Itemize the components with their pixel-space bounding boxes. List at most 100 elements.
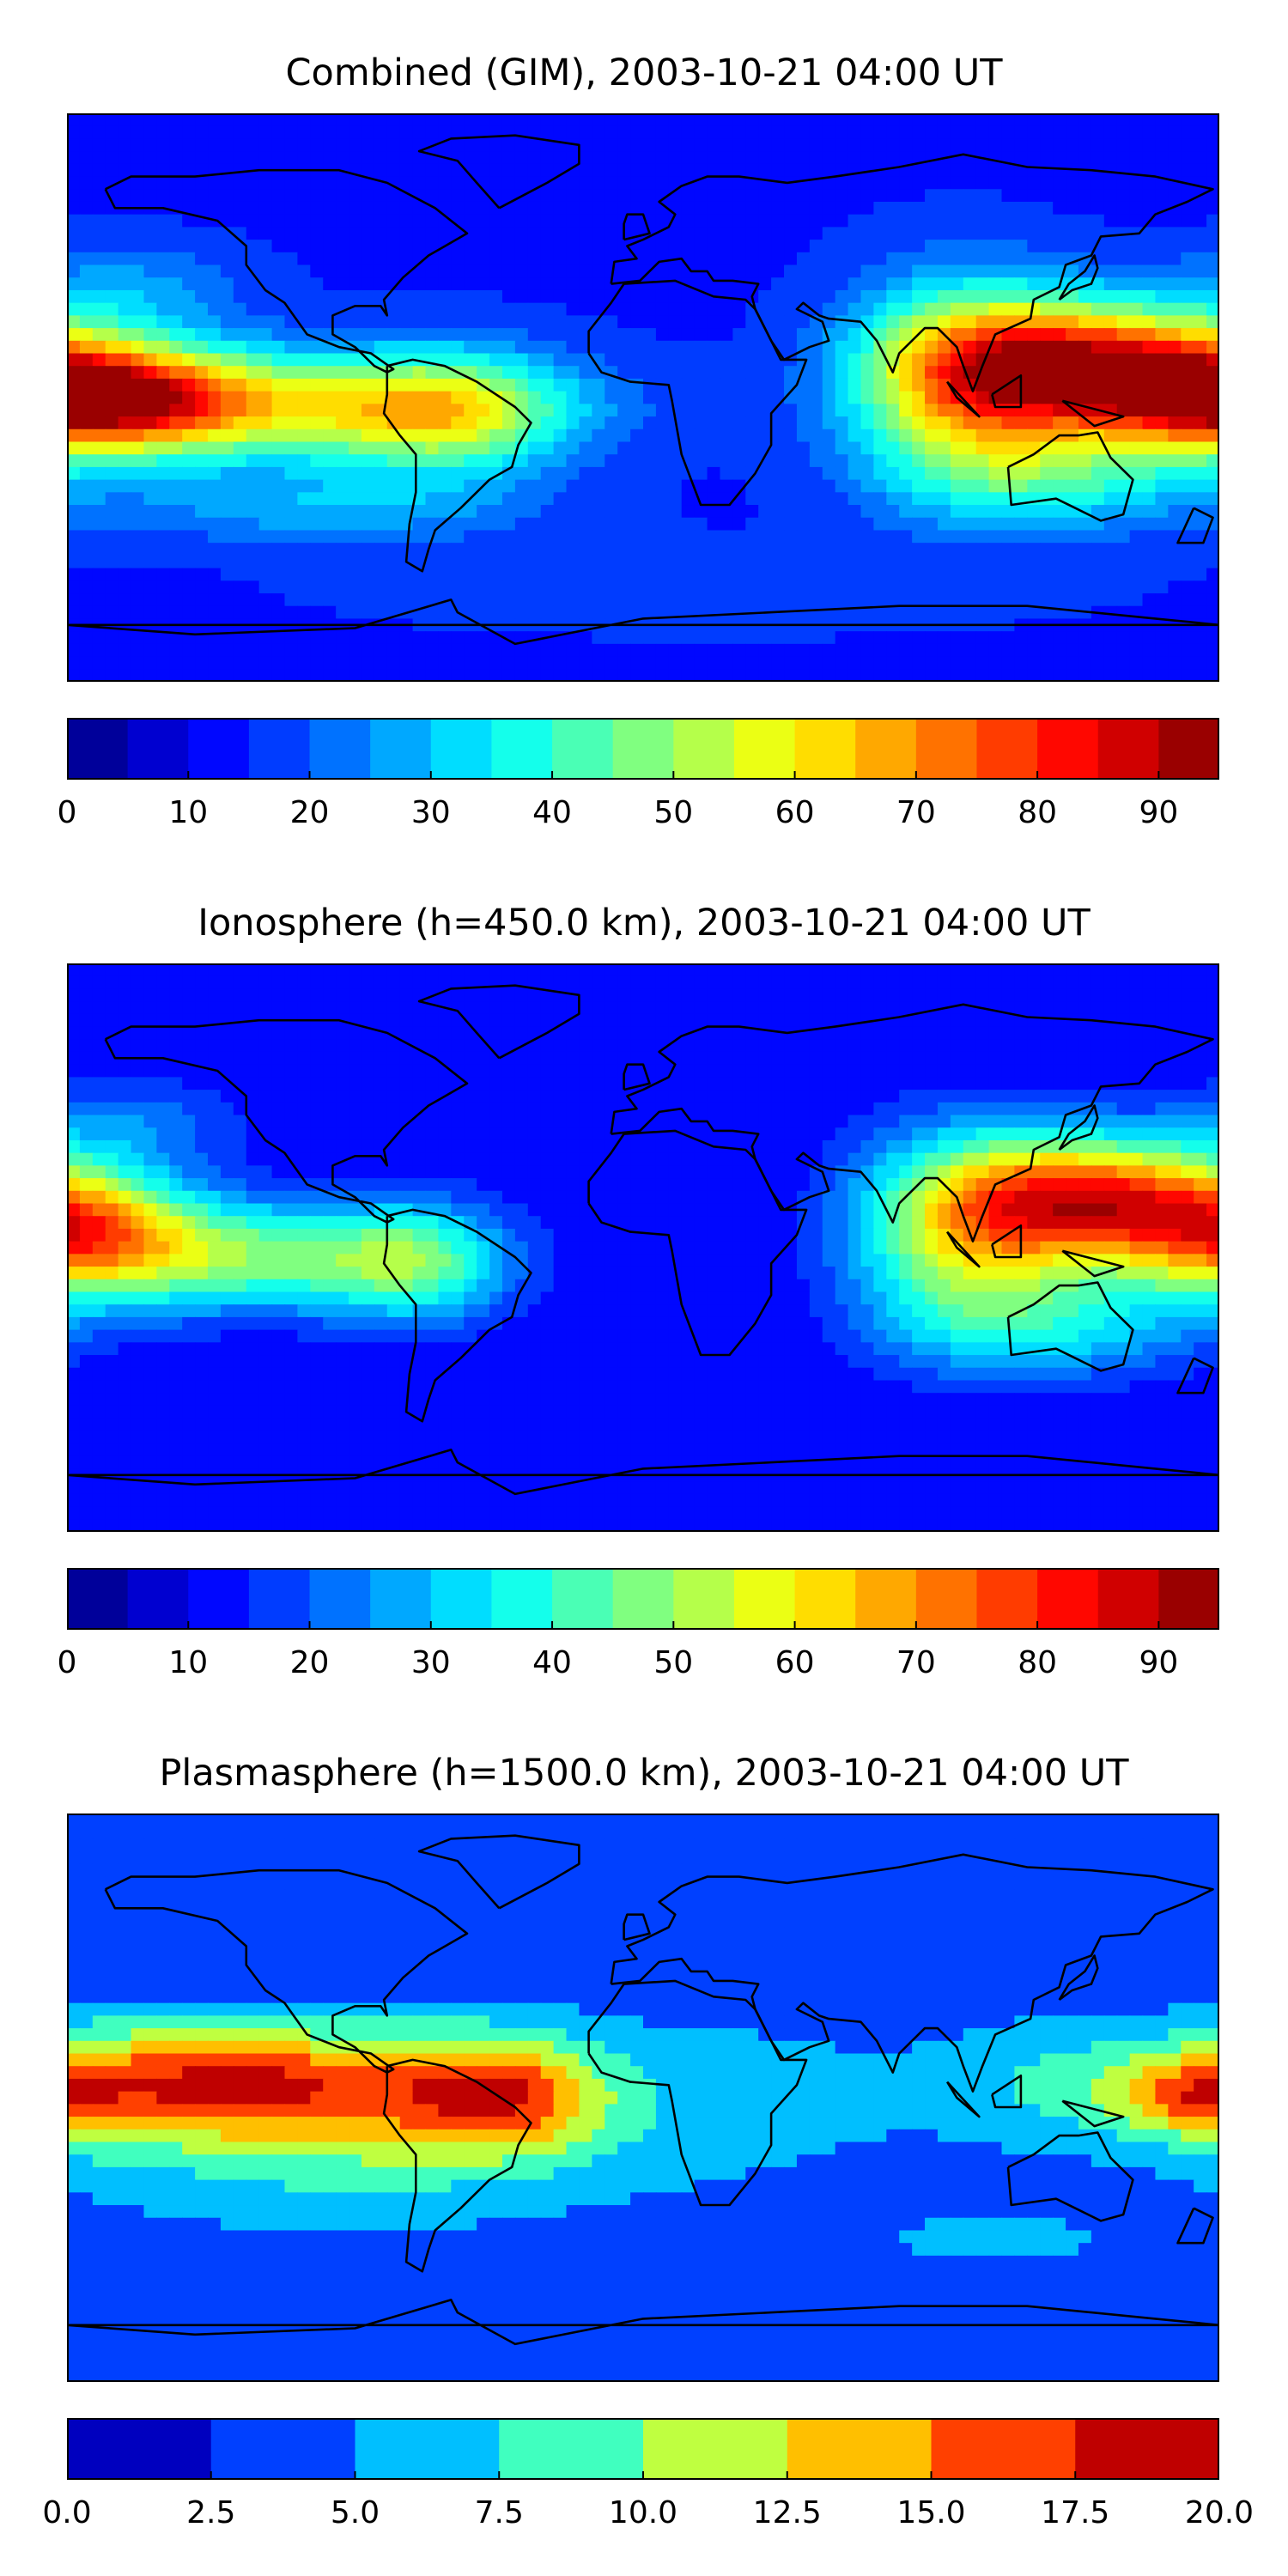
field-cell — [950, 240, 964, 253]
field-cell — [848, 328, 862, 342]
field-cell — [399, 328, 414, 342]
field-cell — [1014, 643, 1028, 658]
field-cell — [1091, 963, 1105, 977]
field-cell — [1142, 264, 1157, 278]
field-cell — [835, 340, 849, 355]
field-cell — [1206, 568, 1219, 581]
field-cell — [605, 568, 618, 581]
field-cell — [131, 492, 145, 506]
field-cell — [182, 605, 196, 620]
field-cell — [386, 1039, 401, 1053]
field-cell — [899, 176, 913, 190]
field-cell — [336, 975, 349, 990]
field-cell — [310, 138, 324, 152]
field-cell — [566, 1013, 580, 1028]
field-cell — [438, 530, 452, 544]
field-cell — [732, 605, 746, 620]
field-cell — [1014, 988, 1028, 1002]
field-cell — [297, 530, 311, 544]
field-cell — [105, 391, 119, 404]
field-cell — [605, 441, 618, 455]
field-cell — [925, 227, 939, 240]
field-cell — [92, 340, 106, 355]
field-cell — [284, 555, 298, 569]
field-cell — [451, 1051, 465, 1066]
field-cell — [988, 302, 1003, 316]
field-cell — [592, 605, 605, 620]
field-cell — [310, 580, 324, 594]
field-cell — [67, 568, 81, 581]
field-cell — [1001, 631, 1016, 645]
field-cell — [617, 353, 631, 367]
field-cell — [1194, 416, 1207, 430]
field-cell — [655, 593, 670, 607]
field-cell — [707, 1064, 721, 1078]
field-cell — [156, 366, 170, 380]
field-cell — [1014, 543, 1028, 556]
field-cell — [1014, 479, 1028, 493]
field-cell — [1129, 428, 1144, 443]
field-cell — [451, 975, 465, 990]
field-cell — [848, 505, 862, 519]
field-cell — [489, 163, 503, 178]
field-cell — [1078, 963, 1092, 977]
field-cell — [169, 214, 183, 228]
field-cell — [592, 1026, 605, 1040]
field-cell — [784, 366, 798, 380]
field-cell — [553, 289, 568, 304]
field-cell — [349, 428, 362, 443]
field-cell — [925, 1064, 939, 1078]
field-cell — [374, 125, 388, 140]
field-cell — [67, 340, 81, 355]
field-cell — [835, 643, 849, 658]
field-cell — [118, 543, 132, 556]
field-cell — [873, 138, 887, 152]
field-cell — [720, 416, 733, 430]
field-cell — [1142, 163, 1157, 178]
field-cell — [258, 1001, 273, 1015]
field-cell — [963, 656, 977, 670]
field-cell — [105, 517, 119, 532]
field-cell — [1053, 479, 1066, 493]
field-cell — [771, 643, 785, 658]
field-cell — [1001, 1077, 1016, 1091]
field-cell — [605, 492, 618, 506]
field-cell — [950, 1026, 964, 1040]
field-cell — [784, 1013, 798, 1028]
field-cell — [220, 189, 234, 203]
field-cell — [79, 669, 94, 682]
field-cell — [771, 568, 785, 581]
field-cell — [1168, 240, 1182, 253]
field-cell — [950, 201, 964, 216]
field-cell — [771, 555, 785, 569]
field-cell — [67, 1051, 81, 1066]
field-cell — [873, 454, 887, 468]
field-cell — [131, 289, 145, 304]
field-cell — [386, 975, 401, 990]
field-cell — [579, 353, 592, 367]
field-cell — [950, 593, 964, 607]
field-cell — [156, 580, 170, 594]
field-cell — [489, 505, 503, 519]
field-cell — [489, 113, 503, 127]
field-cell — [617, 492, 631, 506]
field-cell — [1168, 492, 1182, 506]
field-cell — [425, 454, 440, 468]
field-cell — [501, 176, 516, 190]
field-cell — [1027, 605, 1041, 620]
field-cell — [899, 201, 913, 216]
field-cell — [1053, 1051, 1066, 1066]
field-cell — [323, 315, 337, 329]
field-cell — [1103, 988, 1118, 1002]
field-cell — [271, 189, 286, 203]
field-cell — [92, 113, 106, 127]
field-cell — [937, 201, 951, 216]
field-cell — [681, 264, 696, 278]
field-cell — [1194, 631, 1207, 645]
field-cell — [1181, 543, 1194, 556]
field-cell — [720, 631, 733, 645]
field-cell — [758, 454, 772, 468]
field-cell — [220, 963, 234, 977]
field-cell — [156, 593, 170, 607]
field-cell — [925, 643, 939, 658]
